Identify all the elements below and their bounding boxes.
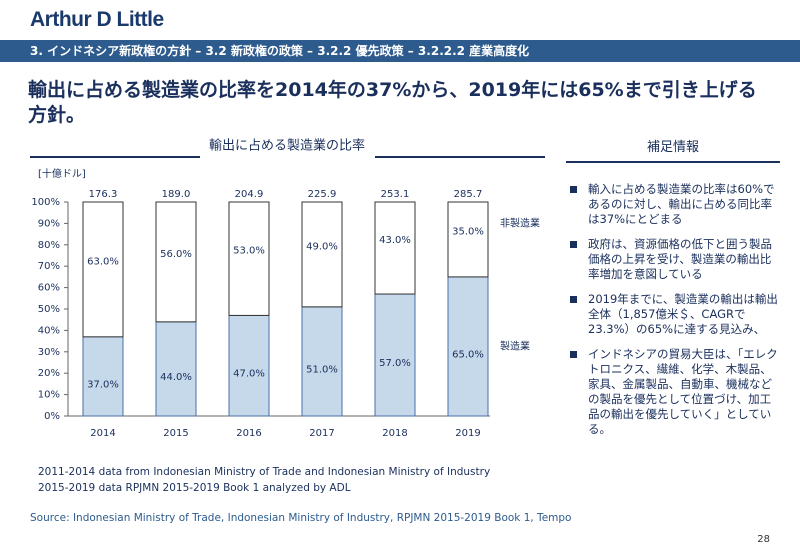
x-tick-label: 2018 [382, 428, 407, 439]
y-tick-label: 50% [38, 304, 60, 315]
total-label: 253.1 [381, 189, 410, 200]
bar-segment [374, 201, 416, 295]
value-label: 47.0% [233, 369, 265, 380]
y-tick-label: 70% [38, 261, 60, 272]
logo: Arthur D Little [30, 8, 164, 31]
bar-segment [374, 293, 416, 417]
y-tick-label: 10% [38, 390, 60, 401]
y-tick-label: 90% [38, 218, 60, 229]
x-tick-label: 2014 [90, 428, 115, 439]
bar-segment [228, 314, 270, 417]
bar-segment [301, 306, 343, 417]
headline: 輸出に占める製造業の比率を2014年の37%から、2019年には65%まで引き上… [28, 79, 757, 126]
total-label: 189.0 [162, 189, 191, 200]
value-label: 53.0% [233, 246, 265, 257]
value-label: 51.0% [306, 364, 338, 375]
bar-segment [228, 201, 270, 316]
bar-segment [301, 201, 343, 308]
bullet: 輸入に占める製造業の比率は60%であるのに対し、輸出に占める同比率は37%にとど… [570, 182, 780, 227]
y-tick-label: 80% [38, 240, 60, 251]
breadcrumb: 3. インドネシア新政権の方針 – 3.2 新政権の政策 – 3.2.2 優先政… [0, 40, 800, 62]
value-label: 44.0% [160, 372, 192, 383]
x-tick-label: 2015 [163, 428, 188, 439]
y-tick-label: 60% [38, 283, 60, 294]
value-label: 65.0% [452, 349, 484, 360]
x-tick-label: 2019 [455, 428, 480, 439]
x-tick-label: 2016 [236, 428, 261, 439]
value-label: 56.0% [160, 249, 192, 260]
chart-title: 輸出に占める製造業の比率 [209, 138, 365, 154]
bullet: インドネシアの貿易大臣は、「エレクトロニクス、繊維、化学、木製品、家具、金属製品… [570, 347, 780, 437]
y-tick-label: 30% [38, 347, 60, 358]
total-label: 204.9 [235, 189, 264, 200]
bar-segment [82, 201, 124, 338]
note: 2015-2019 data RPJMN 2015-2019 Book 1 an… [38, 482, 351, 494]
total-label: 285.7 [454, 189, 483, 200]
legend-label: 製造業 [500, 339, 530, 352]
value-label: 43.0% [379, 235, 411, 246]
value-label: 49.0% [306, 241, 338, 252]
value-label: 37.0% [87, 379, 119, 390]
side-title: 補足情報 [566, 136, 780, 163]
source: Source: Indonesian Ministry of Trade, In… [30, 512, 572, 524]
y-tick-label: 40% [38, 325, 60, 336]
total-label: 225.9 [308, 189, 337, 200]
bar-segment [447, 201, 489, 278]
unit-label: [十億ドル] [38, 167, 86, 180]
bullet: 2019年までに、製造業の輸出は輸出全体（1,857億米＄、CAGRで23.3%… [570, 292, 780, 337]
total-label: 176.3 [89, 189, 118, 200]
bar-segment [155, 201, 197, 323]
x-tick-label: 2017 [309, 428, 334, 439]
y-tick-label: 100% [31, 197, 60, 208]
bullet-list: 輸入に占める製造業の比率は60%であるのに対し、輸出に占める同比率は37%にとど… [570, 182, 780, 447]
page-number: 28 [757, 534, 770, 545]
legend-label: 非製造業 [500, 216, 540, 229]
y-tick-label: 20% [38, 368, 60, 379]
chart: 輸出に占める製造業の比率 [十億ドル] 0% 10% 20% 30% 40% 50% 60%… [30, 138, 545, 439]
note: 2011-2014 data from Indonesian Ministry … [38, 466, 491, 478]
bar-segment [447, 276, 489, 417]
bar-segment [155, 321, 197, 417]
value-label: 35.0% [452, 226, 484, 237]
bullet: 政府は、資源価格の低下と囲う製品価格の上昇を受け、製造業の輸出比率増加を意図して… [570, 237, 780, 282]
value-label: 57.0% [379, 358, 411, 369]
value-label: 63.0% [87, 256, 119, 267]
bar-segment [82, 336, 124, 417]
y-tick-label: 0% [44, 411, 60, 422]
